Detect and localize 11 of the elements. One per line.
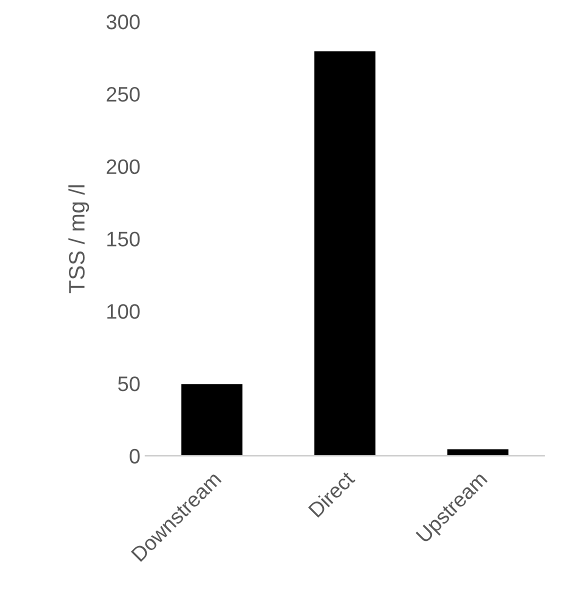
y-tick-label: 150 [107, 232, 140, 246]
y-axis-title: TSS / mg /l [68, 185, 90, 294]
y-tick-label: 300 [106, 14, 140, 30]
y-tick-label: 100 [107, 304, 140, 319]
y-tick-label: 0 [130, 448, 140, 464]
bar [312, 50, 377, 456]
y-tick-label: 250 [106, 86, 140, 102]
bar [180, 382, 244, 456]
y-tick-label: 50 [118, 376, 140, 392]
y-tick-label: 200 [106, 159, 140, 174]
bar [446, 448, 510, 456]
